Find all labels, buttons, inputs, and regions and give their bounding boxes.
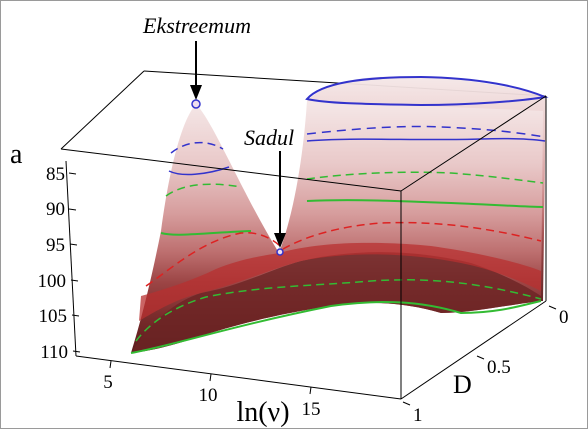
axis-label-a: a bbox=[10, 139, 23, 170]
a-tick-100: 100 bbox=[38, 271, 67, 292]
annotation-arrows bbox=[190, 41, 286, 248]
a-tick-85: 85 bbox=[46, 164, 65, 185]
axis-ticks bbox=[68, 172, 557, 406]
d-tick-0: 0 bbox=[559, 307, 569, 328]
annotation-ekstreemum: Ekstreemum bbox=[142, 13, 251, 38]
d-tick-1: 1 bbox=[413, 405, 423, 426]
x-tick-10: 10 bbox=[199, 385, 218, 406]
y-tick-labels: 0 0.5 1 bbox=[413, 307, 569, 426]
axis-label-x: ln(ν) bbox=[236, 397, 289, 428]
contour-green-edge bbox=[130, 300, 542, 354]
a-tick-labels: 85 90 95 100 105 110 bbox=[38, 164, 69, 363]
a-tick-105: 105 bbox=[39, 306, 68, 327]
contour-green-peak bbox=[160, 230, 252, 236]
d-tick-05: 0.5 bbox=[487, 357, 511, 378]
box-front bbox=[60, 95, 547, 400]
x-tick-labels: 5 10 15 bbox=[103, 372, 320, 420]
surface-dark-band bbox=[131, 252, 541, 353]
contour-blue-ridge-2 bbox=[306, 137, 546, 142]
surface-red-band bbox=[139, 242, 541, 321]
axis-label-d: D bbox=[453, 370, 472, 399]
contour-green-dash-peak bbox=[165, 183, 242, 197]
a-tick-95: 95 bbox=[46, 235, 65, 256]
contour-blue-peak-dash bbox=[170, 141, 224, 154]
contour-green-lower-dash bbox=[135, 279, 542, 342]
contour-green-back bbox=[306, 199, 544, 208]
contour-red-dash bbox=[145, 221, 542, 287]
sadul-point bbox=[276, 248, 284, 256]
contour-blue-dash-back bbox=[306, 125, 546, 138]
x-tick-5: 5 bbox=[103, 372, 113, 393]
annotation-sadul: Sadul bbox=[244, 125, 294, 150]
ekstreemum-point bbox=[191, 99, 201, 109]
x-tick-15: 15 bbox=[302, 399, 321, 420]
a-tick-110: 110 bbox=[40, 342, 68, 363]
contour-green-dash-back bbox=[306, 171, 544, 184]
a-tick-90: 90 bbox=[46, 199, 65, 220]
